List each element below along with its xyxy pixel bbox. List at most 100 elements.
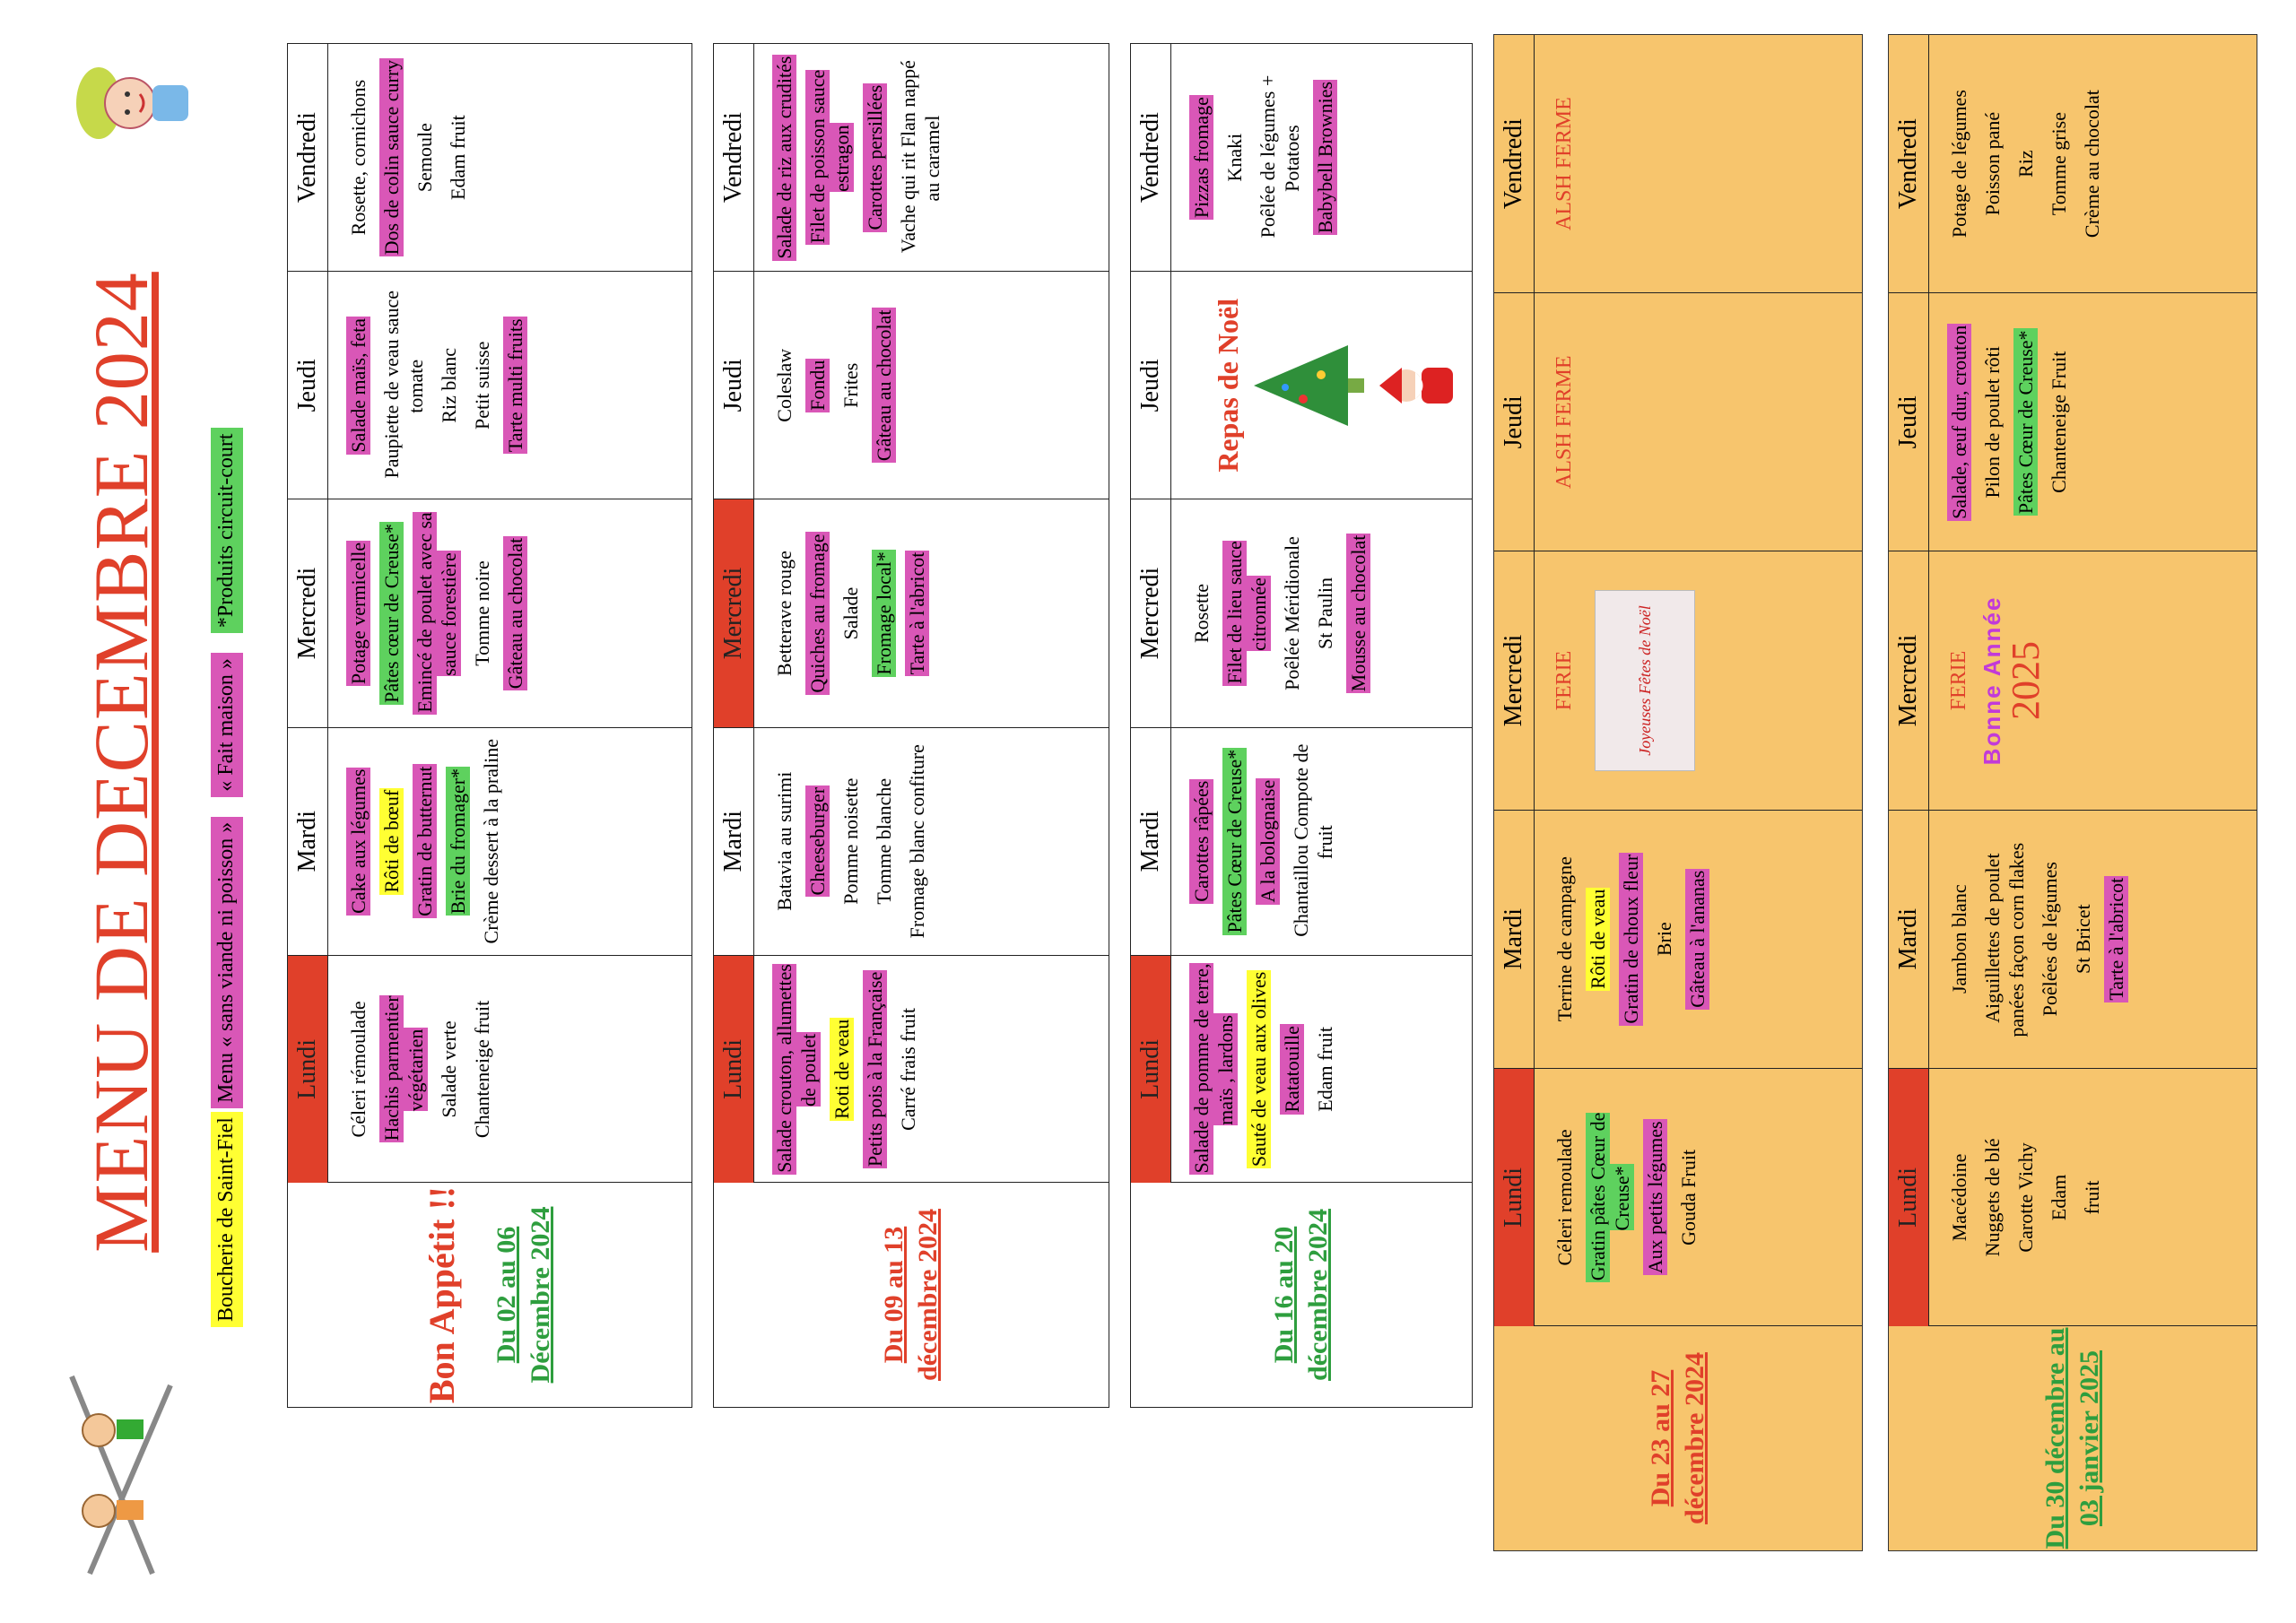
menu-item: Fondu	[805, 279, 830, 491]
menu-item-text: Chanteneige fruit	[471, 1000, 493, 1139]
menu-item: Dos de colin sauce curry	[379, 51, 404, 264]
menu-item: Pilon de poulet rôti	[1980, 315, 2005, 530]
menu-item-text: Gratin de butternut	[413, 764, 437, 918]
legend: Boucherie de Saint-Fiel Menu « sans vian…	[211, 428, 243, 1327]
menu-item-text: Rosette, cornichons	[347, 79, 370, 236]
menu-item-text: Ratatouille	[1280, 1024, 1304, 1115]
menu-item: Cheeseburger	[805, 735, 830, 948]
week-2-label: Du 09 au 13 décembre 2024	[714, 1182, 1109, 1407]
menu-item: Edam fruit	[446, 51, 470, 264]
menu-item: Potage vermicelle	[346, 507, 370, 719]
day-header: Jeudi	[714, 272, 754, 499]
santa-icon	[1379, 367, 1453, 404]
menu-item-text: Tomme grise	[2048, 112, 2070, 216]
menu-item-text: Coleslaw	[773, 348, 796, 422]
menu-item-text: Edam	[2048, 1174, 2070, 1221]
christmas-tree-icon	[1254, 344, 1364, 426]
day-header: Mercredi	[288, 499, 328, 727]
day-column-vendredi: Vendredi Rosette, cornichons Dos de colin …	[288, 43, 691, 272]
menu-item-text: Chanteneige Fruit	[2048, 351, 2070, 493]
menu-item: Pâtes cœur de Creuse*	[379, 507, 404, 719]
day-column-jeudi: Jeudi Salade maïs, feta Paupiette de veau …	[288, 271, 691, 499]
day-header: Jeudi	[288, 272, 328, 499]
day-column-jeudi: Jeudi ALSH FERME	[1494, 292, 1862, 551]
menu-item: Hachis parmentier végétarien	[379, 963, 428, 1176]
menu-item-text: Paupiette de veau sauce tomate	[380, 291, 427, 479]
menu-item: Pomme noisette	[839, 735, 863, 948]
menu-item: Filet de lieu sauce citronnée	[1222, 507, 1271, 719]
menu-item-text: Dos de colin sauce curry	[379, 57, 404, 257]
day-column-lundi: Lundi Céleri remoulade Gratin pâtes Cœur d…	[1494, 1067, 1862, 1326]
menu-item: Riz	[2013, 56, 2038, 272]
week-4-label: Du 23 au 27 décembre 2024	[1494, 1325, 1862, 1550]
menu-item: Macédoine	[1947, 1089, 1971, 1305]
menu-item-text: St Paulin	[1314, 577, 1336, 650]
day-column-mercredi: Mercredi FERIE Bonne Année 2025	[1889, 551, 2257, 810]
legend-homemade: « Fait maison »	[211, 653, 243, 797]
day-column-mardi: Mardi Jambon blanc Aiguillettes de poulet …	[1889, 809, 2257, 1068]
menu-item-text: Rôti de bœuf	[379, 787, 404, 895]
menu-item-text: Aux petits légumes	[1643, 1119, 1667, 1276]
legend-local: *Produits circuit-court	[211, 428, 243, 634]
menu-item-text: Poêlées de légumes	[2039, 862, 2061, 1017]
menu-item: Crème au chocolat	[2080, 56, 2104, 272]
menu-item-text: Salade verte	[438, 1020, 460, 1118]
day-header: Vendredi	[714, 43, 754, 272]
menu-item-text: Pilon de poulet rôti	[1981, 346, 2004, 499]
day-header: Mercredi	[1131, 499, 1171, 727]
menu-item: Chanteneige fruit	[470, 963, 494, 1176]
menu-item: Carottes persillées	[863, 51, 887, 264]
menu-item-text: Carotte Vichy	[2014, 1142, 2037, 1253]
menu-items: Salade maïs, feta Paupiette de veau sauce…	[328, 272, 545, 499]
day-header: Mardi	[1494, 810, 1535, 1068]
menu-items: FERIE Joyeuses Fêtes de Noël	[1535, 551, 1722, 809]
menu-item-text: Gouda Fruit	[1677, 1149, 1700, 1245]
menu-item: Gâteau au chocolat	[503, 507, 527, 719]
menu-item-text: Pomme noisette	[839, 777, 862, 905]
day-column-vendredi: Vendredi ALSH FERME	[1494, 34, 1862, 293]
week-4: Du 23 au 27 décembre 2024 Lundi Céleri re…	[1493, 34, 1863, 1551]
year-label: 2025	[2004, 641, 2048, 720]
menu-item: Cake aux légumes	[346, 735, 370, 948]
menu-item-text: Gratin pâtes Cœur de Creuse*	[1586, 1112, 1634, 1283]
menu-item-text: Potage de légumes	[1948, 90, 1970, 239]
menu-item-text: Terrine de campagne	[1553, 856, 1576, 1022]
menu-item: Jambon blanc	[1947, 831, 1971, 1046]
day-header: Jeudi	[1494, 293, 1535, 551]
menu-items: Céleri rémoulade Hachis parmentier végéta…	[328, 956, 512, 1183]
legend-butcher: Boucherie de Saint-Fiel	[211, 1112, 243, 1327]
day-header: Mardi	[714, 727, 754, 955]
menu-item: Vache qui rit Flan nappé au caramel	[896, 51, 944, 264]
menu-item-text: fruit	[2081, 1180, 2103, 1215]
snowman-card-icon: Joyeuses Fêtes de Noël	[1595, 590, 1695, 771]
day-column-jeudi: Jeudi Salade, œuf dur, crouton Pilon de po…	[1889, 292, 2257, 551]
menu-item: Rôti de veau	[1586, 831, 1610, 1046]
menu-items: Potage vermicelle Pâtes cœur de Creuse* Em…	[328, 499, 545, 726]
menu-item-text: Salade	[839, 586, 862, 640]
week-3: Du 16 au 20 décembre 2024 Lundi Salade de…	[1130, 43, 1473, 1408]
menu-item-text: Tarte à l'abricot	[2104, 875, 2128, 1002]
christmas-meal-label: Repas de Noël	[1212, 298, 1244, 473]
menu-item-text: Tarte à l'abricot	[905, 550, 929, 677]
day-header: Mardi	[1131, 727, 1171, 955]
closed-notice: FERIE	[1552, 650, 1576, 711]
closed-notice: ALSH FERME	[1552, 355, 1576, 490]
day-header: Mercredi	[1494, 551, 1535, 810]
menu-items: ALSH FERME	[1535, 293, 1595, 551]
menu-items: Jambon blanc Aiguillettes de poulet panée…	[1929, 811, 2146, 1068]
menu-item: Salade verte	[437, 963, 461, 1176]
menu-items: Pizzas fromage Knaki Poêlée de légumes + P…	[1171, 44, 1355, 271]
menu-items: Potage de légumes Poisson pané Riz Tomme gr…	[1929, 35, 2122, 292]
menu-item: Poêlées de légumes	[2038, 831, 2062, 1046]
chef-mascot-icon	[76, 67, 188, 139]
day-header: Lundi	[1494, 1068, 1535, 1326]
day-header: Jeudi	[1131, 272, 1171, 499]
menu-item: Salade de riz aux crudités	[772, 51, 796, 264]
menu-item: Knaki	[1222, 51, 1247, 264]
menu-item-text: Carottes persillées	[863, 82, 887, 232]
menu-item-text: Brie	[1653, 922, 1675, 957]
menu-item: Batavia au surimi	[772, 735, 796, 948]
day-header: Vendredi	[288, 43, 328, 272]
menu-item: Nuggets de blé	[1980, 1089, 2005, 1305]
menu-item-text: Edam fruit	[447, 115, 469, 200]
